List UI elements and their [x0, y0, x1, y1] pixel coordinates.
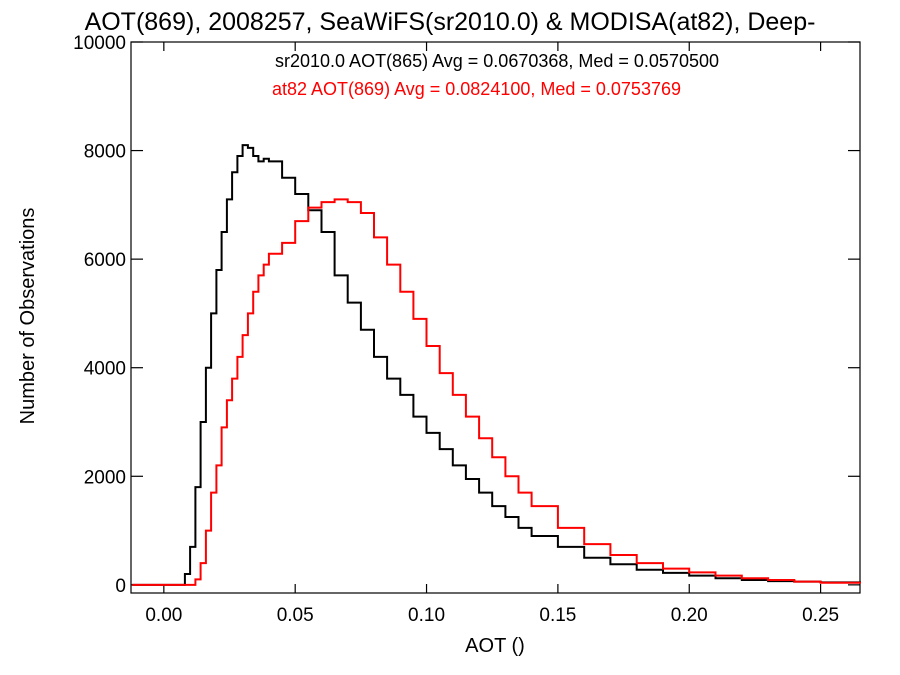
annotation-at82: at82 AOT(869) Avg = 0.0824100, Med = 0.0…	[272, 79, 681, 99]
y-tick-label: 4000	[84, 359, 126, 380]
y-tick-label: 10000	[73, 33, 126, 54]
x-tick-label: 0.25	[802, 605, 839, 626]
plot-frame	[130, 41, 861, 594]
y-tick-label: 2000	[84, 467, 126, 488]
x-tick-label: 0.20	[671, 605, 708, 626]
y-tick-label: 6000	[84, 250, 126, 271]
x-tick-label: 0.00	[145, 605, 182, 626]
x-tick-label: 0.10	[408, 605, 445, 626]
y-tick-label: 0	[115, 576, 126, 597]
y-axis: 0 2000 4000 6000 8000 10000	[73, 33, 860, 597]
series-line-at82	[132, 198, 861, 586]
y-axis-label: Number of Observations	[17, 208, 39, 425]
x-tick-label: 0.05	[277, 605, 314, 626]
y-tick-label: 8000	[84, 142, 126, 163]
series-layer	[132, 144, 861, 586]
chart-title: AOT(869), 2008257, SeaWiFS(sr2010.0) & M…	[85, 8, 816, 36]
x-axis: 0.00 0.05 0.10 0.15 0.20 0.25	[145, 42, 839, 626]
plot-area: 0.00 0.05 0.10 0.15 0.20 0.25 0 2000 4000 6000 80…	[73, 33, 861, 626]
x-axis-label: AOT ()	[465, 635, 525, 657]
x-tick-label: 0.15	[539, 605, 576, 626]
annotation-sr2010: sr2010.0 AOT(865) Avg = 0.0670368, Med =…	[275, 51, 719, 71]
series-line-sr2010	[132, 144, 861, 586]
